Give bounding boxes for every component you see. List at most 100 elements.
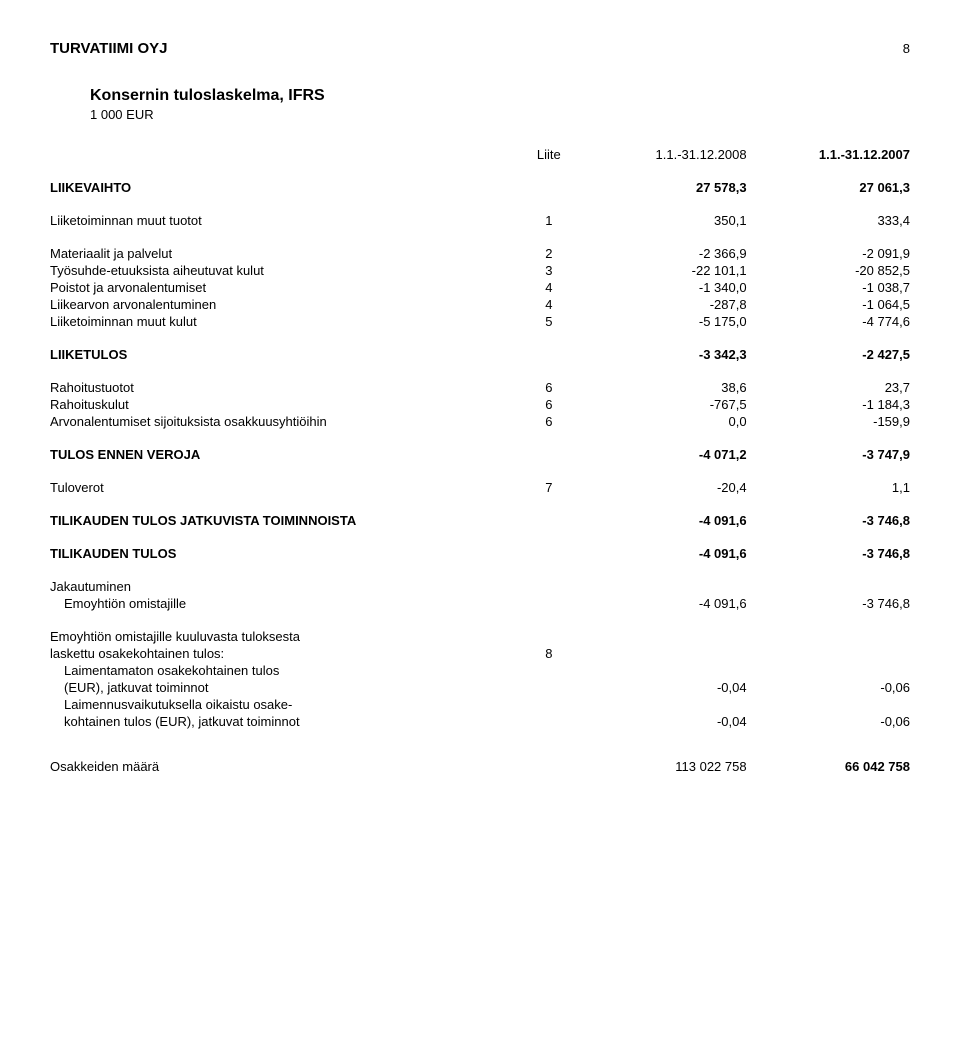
cell-liite: 1 bbox=[514, 212, 583, 229]
cell-liite: 5 bbox=[514, 313, 583, 330]
cell-liite: 6 bbox=[514, 379, 583, 396]
cell-label: Rahoituskulut bbox=[50, 396, 514, 413]
cell-label: Poistot ja arvonalentumiset bbox=[50, 279, 514, 296]
row-laimennus-1: Laimennusvaikutuksella oikaistu osake- bbox=[50, 696, 910, 713]
cell-value: -2 427,5 bbox=[747, 346, 910, 363]
cell-value: 38,6 bbox=[583, 379, 746, 396]
cell-value: 1,1 bbox=[747, 479, 910, 496]
cell-value: -0,04 bbox=[583, 713, 746, 730]
cell-label: LIIKETULOS bbox=[50, 346, 514, 363]
column-header-row: Liite 1.1.-31.12.2008 1.1.-31.12.2007 bbox=[50, 146, 910, 163]
row-tyosuhde: Työsuhde-etuuksista aiheutuvat kulut 3 -… bbox=[50, 262, 910, 279]
row-tilikauden-jatk: TILIKAUDEN TULOS JATKUVISTA TOIMINNOISTA… bbox=[50, 512, 910, 529]
cell-label: Osakkeiden määrä bbox=[50, 758, 514, 775]
cell-label: Rahoitustuotot bbox=[50, 379, 514, 396]
cell-label: TULOS ENNEN VEROJA bbox=[50, 446, 514, 463]
row-emoyhtion-omistajille: Emoyhtiön omistajille -4 091,6 -3 746,8 bbox=[50, 595, 910, 612]
cell-label: Liikearvon arvonalentuminen bbox=[50, 296, 514, 313]
cell-value: -0,06 bbox=[747, 679, 910, 696]
cell-value: -0,06 bbox=[747, 713, 910, 730]
cell-value: -287,8 bbox=[583, 296, 746, 313]
row-liikearvon: Liikearvon arvonalentuminen 4 -287,8 -1 … bbox=[50, 296, 910, 313]
row-liiketulos: LIIKETULOS -3 342,3 -2 427,5 bbox=[50, 346, 910, 363]
row-emoyhtion-kuuluvasta-2: laskettu osakekohtainen tulos: 8 bbox=[50, 645, 910, 662]
row-muut-kulut: Liiketoiminnan muut kulut 5 -5 175,0 -4 … bbox=[50, 313, 910, 330]
cell-label: Liiketoiminnan muut tuotot bbox=[50, 212, 514, 229]
cell-value: 66 042 758 bbox=[747, 758, 910, 775]
row-jakautuminen: Jakautuminen bbox=[50, 578, 910, 595]
cell-label: kohtainen tulos (EUR), jatkuvat toiminno… bbox=[50, 713, 514, 730]
cell-value: -20,4 bbox=[583, 479, 746, 496]
cell-value: -1 038,7 bbox=[747, 279, 910, 296]
cell-liite: 3 bbox=[514, 262, 583, 279]
row-emoyhtion-kuuluvasta-1: Emoyhtiön omistajille kuuluvasta tulokse… bbox=[50, 628, 910, 645]
row-poistot: Poistot ja arvonalentumiset 4 -1 340,0 -… bbox=[50, 279, 910, 296]
cell-value: -4 091,6 bbox=[583, 512, 746, 529]
cell-value: -767,5 bbox=[583, 396, 746, 413]
col-header-period1: 1.1.-31.12.2008 bbox=[583, 146, 746, 163]
cell-value: -1 064,5 bbox=[747, 296, 910, 313]
cell-label: TILIKAUDEN TULOS bbox=[50, 545, 514, 562]
cell-value: 27 578,3 bbox=[583, 179, 746, 196]
cell-liite: 8 bbox=[514, 645, 583, 662]
cell-label: Emoyhtiön omistajille bbox=[50, 595, 514, 612]
cell-liite: 4 bbox=[514, 279, 583, 296]
cell-label: Laimentamaton osakekohtainen tulos bbox=[50, 662, 514, 679]
cell-label: Arvonalentumiset sijoituksista osakkuusy… bbox=[50, 413, 514, 430]
cell-value: 333,4 bbox=[747, 212, 910, 229]
cell-value: -3 747,9 bbox=[747, 446, 910, 463]
company-name: TURVATIIMI OYJ bbox=[50, 40, 168, 57]
cell-label: LIIKEVAIHTO bbox=[50, 179, 514, 196]
cell-value: -4 774,6 bbox=[747, 313, 910, 330]
document-title: Konsernin tuloslaskelma, IFRS bbox=[90, 87, 910, 105]
row-osakkeiden-maara: Osakkeiden määrä 113 022 758 66 042 758 bbox=[50, 758, 910, 775]
cell-value: 23,7 bbox=[747, 379, 910, 396]
cell-value: -5 175,0 bbox=[583, 313, 746, 330]
row-laimentamaton-2: (EUR), jatkuvat toiminnot -0,04 -0,06 bbox=[50, 679, 910, 696]
cell-label: Jakautuminen bbox=[50, 578, 514, 595]
cell-value: -1 184,3 bbox=[747, 396, 910, 413]
cell-label: TILIKAUDEN TULOS JATKUVISTA TOIMINNOISTA bbox=[50, 512, 514, 529]
cell-value: -2 091,9 bbox=[747, 245, 910, 262]
row-laimentamaton-1: Laimentamaton osakekohtainen tulos bbox=[50, 662, 910, 679]
cell-label: Liiketoiminnan muut kulut bbox=[50, 313, 514, 330]
cell-value: -3 342,3 bbox=[583, 346, 746, 363]
cell-liite: 6 bbox=[514, 413, 583, 430]
row-materiaalit: Materiaalit ja palvelut 2 -2 366,9 -2 09… bbox=[50, 245, 910, 262]
cell-value: -1 340,0 bbox=[583, 279, 746, 296]
row-liikevaihto: LIIKEVAIHTO 27 578,3 27 061,3 bbox=[50, 179, 910, 196]
cell-value: -3 746,8 bbox=[747, 545, 910, 562]
income-statement-table: Liite 1.1.-31.12.2008 1.1.-31.12.2007 LI… bbox=[50, 146, 910, 775]
cell-value: 27 061,3 bbox=[747, 179, 910, 196]
cell-liite: 7 bbox=[514, 479, 583, 496]
cell-liite: 2 bbox=[514, 245, 583, 262]
cell-value: -22 101,1 bbox=[583, 262, 746, 279]
cell-label: Emoyhtiön omistajille kuuluvasta tulokse… bbox=[50, 628, 514, 645]
cell-value: 350,1 bbox=[583, 212, 746, 229]
row-muut-tuotot: Liiketoiminnan muut tuotot 1 350,1 333,4 bbox=[50, 212, 910, 229]
cell-value: -2 366,9 bbox=[583, 245, 746, 262]
col-header-liite: Liite bbox=[514, 146, 583, 163]
cell-label: Tuloverot bbox=[50, 479, 514, 496]
row-arvonalentumiset: Arvonalentumiset sijoituksista osakkuusy… bbox=[50, 413, 910, 430]
cell-label: laskettu osakekohtainen tulos: bbox=[50, 645, 514, 662]
cell-liite: 6 bbox=[514, 396, 583, 413]
cell-label: Työsuhde-etuuksista aiheutuvat kulut bbox=[50, 262, 514, 279]
page-number: 8 bbox=[903, 41, 910, 56]
cell-value: -4 091,6 bbox=[583, 595, 746, 612]
cell-value: -3 746,8 bbox=[747, 595, 910, 612]
cell-label: Laimennusvaikutuksella oikaistu osake- bbox=[50, 696, 514, 713]
cell-value: -159,9 bbox=[747, 413, 910, 430]
cell-value: -0,04 bbox=[583, 679, 746, 696]
cell-value: -20 852,5 bbox=[747, 262, 910, 279]
document-subtitle: 1 000 EUR bbox=[90, 107, 910, 122]
col-header-period2: 1.1.-31.12.2007 bbox=[747, 146, 910, 163]
cell-label: Materiaalit ja palvelut bbox=[50, 245, 514, 262]
row-tulos-ennen: TULOS ENNEN VEROJA -4 071,2 -3 747,9 bbox=[50, 446, 910, 463]
cell-value: 0,0 bbox=[583, 413, 746, 430]
cell-label: (EUR), jatkuvat toiminnot bbox=[50, 679, 514, 696]
row-laimennus-2: kohtainen tulos (EUR), jatkuvat toiminno… bbox=[50, 713, 910, 730]
cell-value: -4 071,2 bbox=[583, 446, 746, 463]
cell-value: 113 022 758 bbox=[583, 758, 746, 775]
row-tuloverot: Tuloverot 7 -20,4 1,1 bbox=[50, 479, 910, 496]
